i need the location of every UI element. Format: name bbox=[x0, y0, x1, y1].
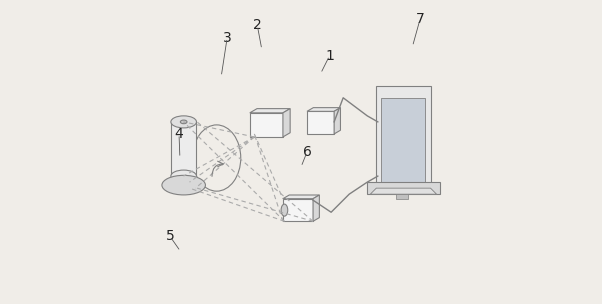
Polygon shape bbox=[250, 113, 283, 137]
Bar bbox=[381, 98, 426, 182]
Polygon shape bbox=[250, 109, 290, 113]
Bar bbox=[396, 194, 408, 199]
Ellipse shape bbox=[171, 170, 196, 182]
Polygon shape bbox=[334, 108, 341, 134]
Text: 2: 2 bbox=[253, 19, 262, 33]
Text: 4: 4 bbox=[175, 127, 184, 141]
Ellipse shape bbox=[193, 125, 241, 191]
Polygon shape bbox=[370, 188, 436, 194]
Polygon shape bbox=[313, 195, 320, 221]
Text: 5: 5 bbox=[166, 229, 175, 243]
Text: 3: 3 bbox=[223, 30, 232, 44]
Text: 6: 6 bbox=[303, 145, 311, 159]
Text: 7: 7 bbox=[415, 12, 424, 26]
Polygon shape bbox=[376, 86, 430, 188]
Polygon shape bbox=[307, 108, 341, 111]
Text: 1: 1 bbox=[325, 49, 334, 63]
Polygon shape bbox=[367, 182, 439, 194]
Ellipse shape bbox=[281, 204, 288, 216]
Polygon shape bbox=[283, 195, 320, 199]
Ellipse shape bbox=[181, 120, 187, 124]
Bar bbox=[171, 122, 196, 176]
Polygon shape bbox=[283, 199, 313, 221]
Polygon shape bbox=[307, 111, 334, 134]
Ellipse shape bbox=[162, 175, 205, 195]
Polygon shape bbox=[283, 109, 290, 137]
Ellipse shape bbox=[171, 116, 196, 128]
